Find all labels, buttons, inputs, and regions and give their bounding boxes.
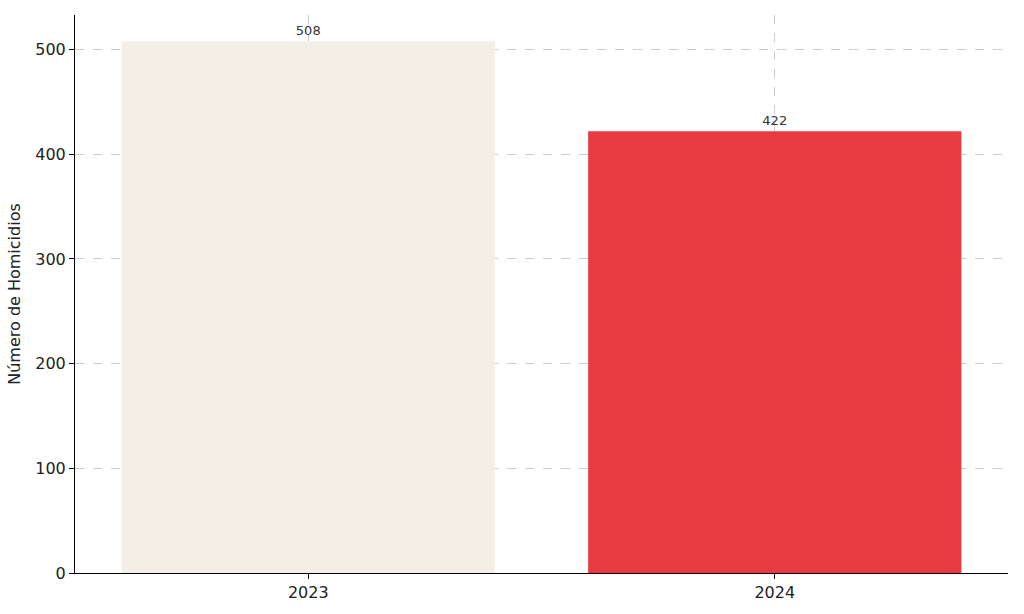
svg-text:100: 100 [35, 459, 66, 478]
svg-text:Número de Homicidios: Número de Homicidios [5, 203, 24, 385]
svg-text:200: 200 [35, 354, 66, 373]
svg-text:508: 508 [296, 23, 321, 38]
svg-text:2023: 2023 [288, 583, 329, 602]
svg-text:2024: 2024 [754, 583, 795, 602]
svg-text:500: 500 [35, 40, 66, 59]
svg-text:422: 422 [762, 113, 787, 128]
svg-text:300: 300 [35, 250, 66, 269]
svg-text:400: 400 [35, 145, 66, 164]
svg-text:0: 0 [56, 564, 66, 583]
